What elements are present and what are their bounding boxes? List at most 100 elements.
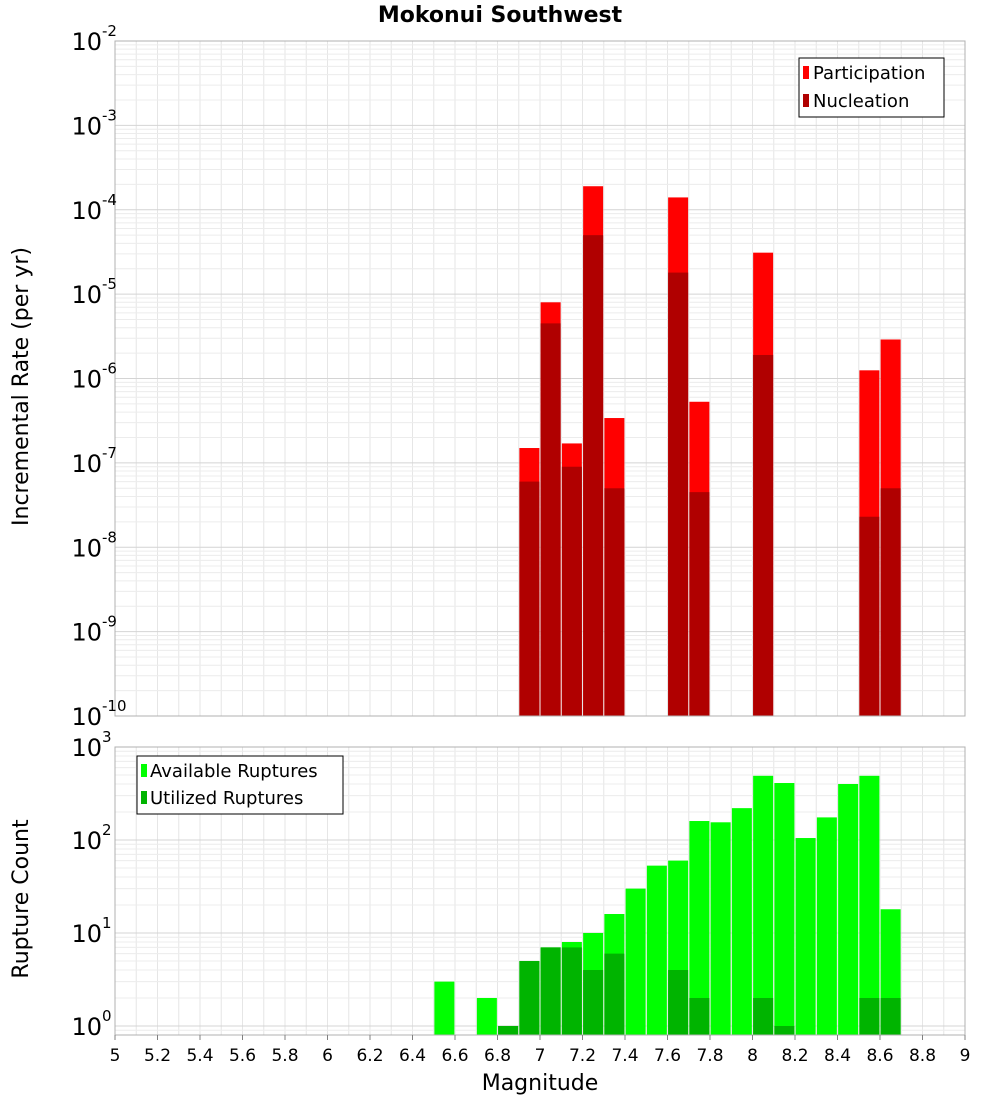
available-ruptures-bar: [434, 981, 455, 1035]
available-ruptures-bar: [731, 808, 752, 1035]
legend-label-available: Available Ruptures: [150, 761, 318, 782]
y-tick-label: 10 -10: [71, 697, 126, 731]
x-tick-label: 5.2: [144, 1046, 171, 1066]
available-ruptures-bar: [625, 888, 646, 1035]
utilized-ruptures-bar: [583, 969, 604, 1035]
y-tick-base: 10: [71, 450, 102, 478]
magnitude-x-axis-label: Magnitude: [482, 1071, 599, 1096]
utilized-ruptures-bar: [880, 997, 901, 1035]
y-tick-label: 10 0: [71, 1007, 111, 1041]
legend-label-utilized: Utilized Ruptures: [150, 788, 303, 809]
y-tick-label: 10 -3: [71, 106, 117, 140]
legend-label-nucleation: Nucleation: [813, 91, 909, 112]
x-tick-label: 7.2: [569, 1046, 596, 1066]
utilized-ruptures-bar: [859, 997, 880, 1035]
y-tick-label: 10 2: [71, 821, 111, 855]
legend-swatch-utilized: [141, 791, 147, 804]
nucleation-bar: [604, 488, 625, 716]
nucleation-bar: [668, 272, 689, 716]
legend-swatch-participation: [803, 66, 809, 79]
y-tick-exponent: -3: [102, 106, 117, 124]
count-y-axis-label: Rupture Count: [9, 819, 34, 979]
magnitude-x-ticks: 5 5.2 5.4 5.6 5.8 6 6.2 6.4 6.6 6.8 7 7.2 7.4 7.6 7.8 8…: [110, 1035, 971, 1066]
chart-title: Mokonui Southwest: [378, 3, 623, 28]
rate-bars: [519, 186, 901, 717]
x-tick-label: 6.2: [356, 1046, 383, 1066]
nucleation-bar: [519, 481, 540, 716]
utilized-ruptures-bar: [519, 960, 540, 1035]
legend-swatch-available: [141, 764, 147, 777]
available-ruptures-bar: [476, 997, 497, 1035]
utilized-ruptures-bar: [689, 997, 710, 1035]
y-tick-label: 10 -7: [71, 444, 117, 478]
y-tick-label: 10 -8: [71, 528, 117, 562]
x-tick-label: 5.8: [271, 1046, 298, 1066]
utilized-ruptures-bar: [561, 947, 582, 1035]
available-ruptures-bar: [646, 865, 667, 1035]
x-tick-label: 6.6: [441, 1046, 468, 1066]
nucleation-bar: [583, 235, 604, 716]
y-tick-exponent: -2: [102, 22, 117, 40]
available-ruptures-bar: [859, 775, 880, 1035]
available-ruptures-bar: [689, 821, 710, 1035]
nucleation-bar: [859, 516, 880, 716]
y-tick-label: 10 -5: [71, 275, 117, 309]
x-tick-label: 8.8: [909, 1046, 936, 1066]
y-tick-base: 10: [71, 827, 102, 855]
y-tick-base: 10: [71, 28, 102, 56]
y-tick-base: 10: [71, 920, 102, 948]
y-tick-base: 10: [71, 197, 102, 225]
x-tick-label: 8: [747, 1046, 758, 1066]
nucleation-bar: [880, 488, 901, 716]
y-tick-exponent: -4: [102, 191, 117, 209]
rate-y-axis-label: Incremental Rate (per yr): [9, 247, 34, 526]
y-tick-base: 10: [71, 619, 102, 647]
x-tick-label: 7.4: [611, 1046, 638, 1066]
x-tick-label: 7: [535, 1046, 546, 1066]
y-tick-base: 10: [71, 366, 102, 394]
y-tick-exponent: -5: [102, 275, 117, 293]
x-tick-label: 5.4: [186, 1046, 213, 1066]
y-tick-exponent: 1: [102, 914, 112, 932]
x-tick-label: 8.4: [824, 1046, 851, 1066]
y-tick-exponent: 2: [102, 821, 112, 839]
y-tick-label: 10 -4: [71, 191, 117, 225]
x-tick-label: 6: [322, 1046, 333, 1066]
y-tick-exponent: -6: [102, 360, 117, 378]
y-tick-base: 10: [71, 534, 102, 562]
y-tick-label: 10 1: [71, 914, 111, 948]
y-tick-base: 10: [71, 112, 102, 140]
y-tick-exponent: -7: [102, 444, 117, 462]
utilized-ruptures-bar: [604, 953, 625, 1035]
nucleation-bar: [689, 492, 710, 716]
utilized-ruptures-bar: [774, 1025, 795, 1035]
x-tick-label: 5: [110, 1046, 121, 1066]
rate-legend: Participation Nucleation: [798, 57, 945, 118]
rate-legend-box: [798, 57, 945, 118]
y-tick-base: 10: [71, 703, 102, 731]
y-tick-base: 10: [71, 1013, 102, 1041]
x-tick-label: 9: [960, 1046, 971, 1066]
y-tick-label: 10 -6: [71, 360, 117, 394]
y-tick-label: 10 -2: [71, 22, 117, 56]
nucleation-bar: [540, 323, 561, 716]
nucleation-bar: [561, 466, 582, 716]
y-tick-base: 10: [71, 281, 102, 309]
legend-swatch-nucleation: [803, 94, 809, 107]
available-ruptures-bar: [795, 838, 816, 1035]
y-tick-exponent: -9: [102, 613, 117, 631]
x-tick-label: 8.2: [781, 1046, 808, 1066]
x-tick-label: 6.8: [484, 1046, 511, 1066]
y-tick-exponent: -10: [102, 697, 127, 715]
rate-gridlines: [114, 40, 966, 717]
nucleation-bar: [753, 354, 774, 716]
utilized-ruptures-bar: [668, 969, 689, 1035]
utilized-ruptures-bar: [498, 1025, 519, 1035]
y-tick-exponent: -8: [102, 528, 117, 546]
count-bars: [434, 775, 901, 1035]
available-ruptures-bar: [816, 817, 837, 1035]
